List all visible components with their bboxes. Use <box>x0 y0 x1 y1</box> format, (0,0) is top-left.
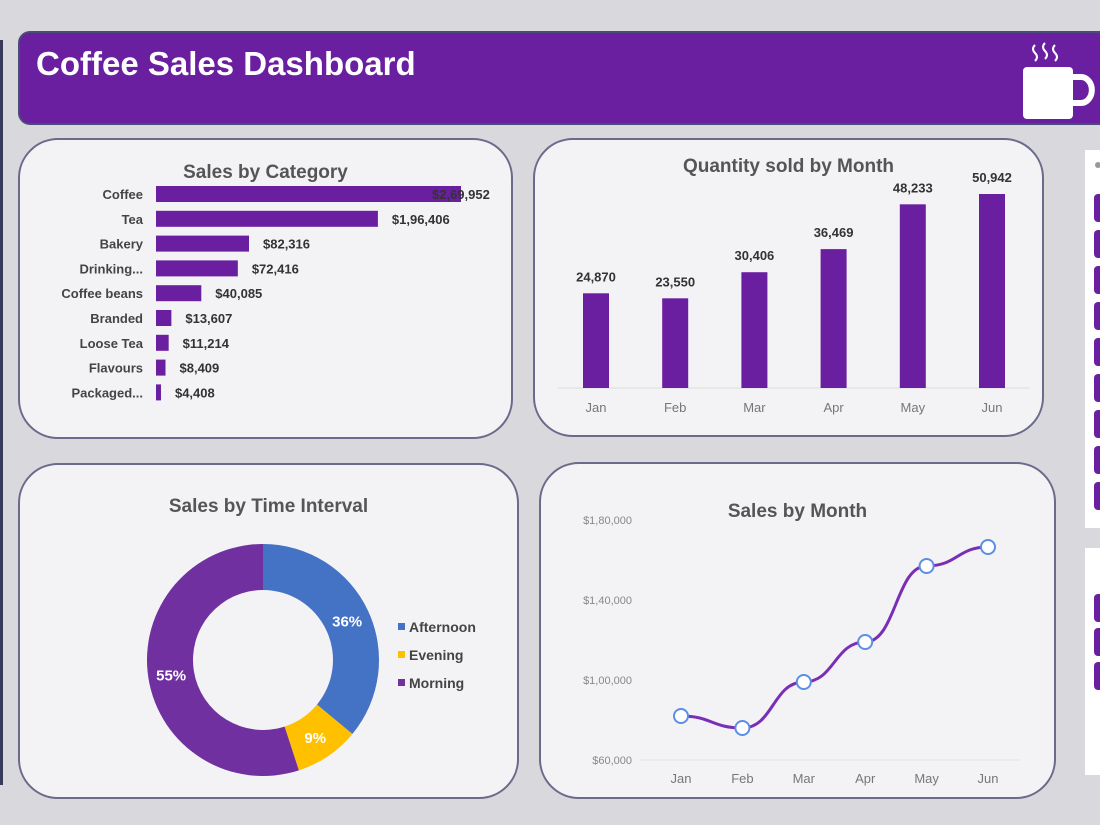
slicer-button <box>1094 594 1100 622</box>
category-bar <box>156 210 378 227</box>
slicer-button <box>1094 302 1100 330</box>
legend-swatch <box>398 679 405 686</box>
data-point <box>795 674 812 690</box>
legend-label: Afternoon <box>409 619 476 635</box>
legend-label: Evening <box>409 647 463 663</box>
bar-value-label: $11,214 <box>183 336 230 351</box>
month-label: Jun <box>978 771 999 786</box>
slicer-button <box>1094 230 1100 258</box>
donut-slice <box>263 544 379 734</box>
category-label: Bakery <box>100 237 144 252</box>
column-value-label: 30,406 <box>735 248 775 263</box>
coffee-cup-icon <box>1023 42 1095 119</box>
month-label: May <box>901 400 926 415</box>
category-bar <box>156 310 172 326</box>
slice-label: 9% <box>304 730 326 747</box>
category-label: Branded <box>90 311 143 326</box>
category-bar <box>156 384 161 401</box>
donut-slice <box>284 704 353 771</box>
column-value-label: 48,233 <box>893 180 933 195</box>
month-label: Jun <box>982 400 1003 415</box>
bar-value-label: $40,085 <box>215 286 262 301</box>
slicer-button <box>1094 482 1100 510</box>
column-bar <box>741 272 768 388</box>
data-point <box>857 634 874 650</box>
category-bar <box>156 260 238 277</box>
column-bar <box>899 204 926 388</box>
y-tick-label: $1,00,000 <box>583 675 632 687</box>
chart-title: Quantity sold by Month <box>682 156 895 177</box>
sales-by-month-card: Sales by Month <box>539 462 1056 799</box>
slicer-button <box>1094 410 1100 438</box>
bar-value-label: $13,607 <box>185 311 232 326</box>
month-label: Apr <box>855 771 876 786</box>
column-value-label: 24,870 <box>576 269 616 284</box>
slicer-button <box>1094 374 1100 402</box>
donut-slice <box>147 544 299 776</box>
chart-title: Sales by Category <box>183 162 348 183</box>
month-label: May <box>914 771 939 786</box>
month-label: Mar <box>793 771 816 786</box>
column-value-label: 23,550 <box>655 274 695 289</box>
slice-label: 55% <box>156 668 186 685</box>
category-label: Tea <box>122 212 144 227</box>
y-tick-label: $1,40,000 <box>583 595 632 607</box>
category-bar <box>156 334 169 351</box>
data-point <box>980 539 996 555</box>
month-label: Jan <box>586 400 607 415</box>
category-bar <box>156 359 166 376</box>
category-label: Coffee <box>103 187 143 202</box>
slicer-button <box>1094 194 1100 222</box>
data-point <box>918 558 935 574</box>
bar-value-label: $82,316 <box>263 237 310 252</box>
column-value-label: 36,469 <box>814 225 854 240</box>
legend-label: Morning <box>409 675 464 691</box>
column-bar <box>583 293 609 388</box>
slicer-button <box>1094 338 1100 366</box>
bar-value-label: $72,416 <box>252 261 299 276</box>
month-label: Feb <box>664 400 686 415</box>
month-label: Feb <box>731 771 753 786</box>
page-title: Coffee Sales Dashboard <box>36 45 416 82</box>
bar-value-label: $1,96,406 <box>392 212 450 227</box>
column-bar <box>820 249 847 388</box>
category-label: Coffee beans <box>61 286 143 301</box>
legend-swatch <box>398 651 405 658</box>
sales-line <box>680 545 989 730</box>
chart-title: Sales by Month <box>727 501 868 522</box>
column-bar <box>662 298 689 388</box>
column-bar <box>979 194 1005 388</box>
slicer-button <box>1094 266 1100 294</box>
y-tick-label: $1,80,000 <box>583 515 632 527</box>
category-label: Loose Tea <box>80 336 144 351</box>
legend-swatch <box>398 623 405 630</box>
chart-title: Sales by Time Interval <box>168 496 369 517</box>
category-label: Drinking... <box>79 261 143 276</box>
category-bar <box>156 285 202 302</box>
month-label: Apr <box>823 400 844 415</box>
quantity-by-month-card: Quantity sold by Month <box>533 138 1044 437</box>
data-point <box>734 720 751 736</box>
category-label: Packaged... <box>71 385 143 400</box>
column-value-label: 50,942 <box>972 170 1012 185</box>
month-label: Jan <box>671 771 692 786</box>
bar-value-label: $4,408 <box>175 385 215 400</box>
header-banner: Coffee Sales Dashboard <box>18 31 1100 125</box>
slice-label: 36% <box>332 613 362 630</box>
category-label: Flavours <box>89 361 143 376</box>
y-tick-label: $60,000 <box>592 755 632 767</box>
bar-value-label: $2,69,952 <box>432 187 490 202</box>
slicer-button <box>1094 446 1100 474</box>
category-bar <box>156 186 461 202</box>
bar-value-label: $8,409 <box>180 361 220 376</box>
data-point <box>673 708 689 724</box>
slicer-button <box>1094 662 1100 690</box>
month-label: Mar <box>743 400 766 415</box>
category-bar <box>156 235 250 252</box>
left-edge <box>0 40 3 785</box>
slicer-button <box>1094 628 1100 656</box>
